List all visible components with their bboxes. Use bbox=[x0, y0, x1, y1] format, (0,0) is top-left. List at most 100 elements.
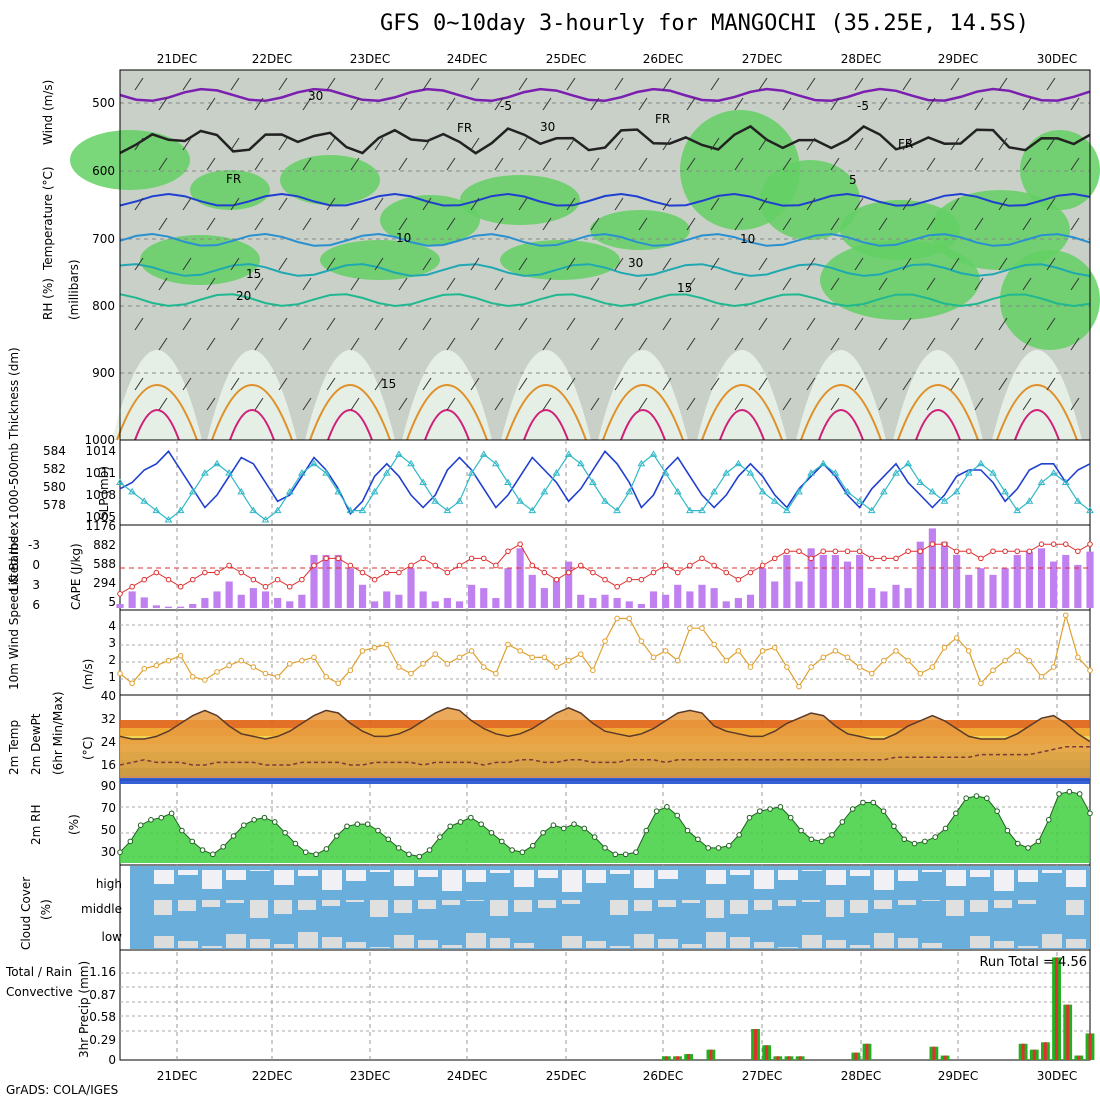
wind-barb bbox=[422, 317, 432, 331]
label-temperature: Temperature (°C) bbox=[41, 166, 55, 271]
cloud-low bbox=[874, 933, 894, 948]
rh_2m-point bbox=[849, 806, 856, 812]
lifted_index-point bbox=[493, 562, 499, 569]
lifted_index-point bbox=[650, 569, 657, 576]
thickness-point bbox=[1061, 478, 1070, 485]
wind-barb bbox=[422, 377, 432, 391]
rh_2m-point bbox=[653, 808, 660, 814]
cloud-low bbox=[202, 946, 222, 948]
wind_speed-point bbox=[626, 615, 633, 622]
cloud-middle bbox=[346, 900, 364, 902]
wind-barb bbox=[158, 157, 168, 171]
cape-bar bbox=[540, 588, 548, 608]
wind-barb bbox=[926, 157, 936, 171]
wind_speed-point bbox=[117, 670, 123, 677]
wind_speed-point bbox=[965, 648, 972, 654]
upper-air-panel bbox=[70, 70, 1100, 441]
wind-barb bbox=[230, 377, 240, 391]
label-temp-unit: (°C) bbox=[81, 736, 95, 760]
rh_2m-point bbox=[344, 823, 350, 830]
cape-bar bbox=[674, 584, 682, 608]
wind-barb bbox=[734, 277, 744, 291]
rh-tick: 30 bbox=[101, 845, 116, 859]
thickness-point bbox=[516, 497, 525, 504]
wind-barb bbox=[974, 337, 984, 351]
wind-barb bbox=[662, 77, 672, 91]
rh_2m-point bbox=[550, 822, 557, 829]
wind-barb bbox=[494, 157, 504, 171]
precip-bar-convective bbox=[776, 1056, 780, 1060]
isotherm-hot bbox=[620, 409, 666, 441]
wind-barb bbox=[734, 337, 744, 351]
rh_2m-point bbox=[426, 847, 433, 853]
wind_speed-point bbox=[784, 664, 790, 670]
wind-barb bbox=[422, 197, 432, 211]
slp-line bbox=[119, 450, 1091, 516]
cloud-high bbox=[658, 870, 678, 879]
cloud-middle bbox=[682, 900, 700, 903]
wind_speed-point bbox=[541, 654, 548, 661]
rh-contour-fill bbox=[280, 155, 380, 205]
lifted_index-point bbox=[250, 576, 257, 583]
wind_speed-point bbox=[202, 677, 208, 683]
thickness-point bbox=[297, 469, 306, 476]
cloud-middle bbox=[610, 900, 628, 915]
rh_2m-point bbox=[241, 822, 247, 829]
isotherm-warm bbox=[505, 384, 587, 441]
wind_speed-point bbox=[444, 661, 451, 667]
thickness-point bbox=[625, 487, 634, 495]
cloud-level-label: low bbox=[102, 930, 123, 944]
lifted_index-point bbox=[662, 562, 669, 569]
cloud-middle bbox=[658, 900, 676, 907]
lifted_index-point bbox=[796, 548, 802, 555]
rh_2m-point bbox=[199, 847, 206, 853]
lifted_index-panel bbox=[117, 541, 1093, 597]
wind-barb bbox=[134, 317, 144, 331]
wind-barb bbox=[326, 197, 336, 211]
cape-bar bbox=[164, 606, 173, 608]
wind-barb bbox=[278, 317, 288, 331]
wind_speed-point bbox=[408, 670, 414, 677]
cape-bar bbox=[249, 588, 257, 608]
cape-bar bbox=[1037, 548, 1046, 608]
lifted_index-point bbox=[456, 562, 463, 569]
cloud-high bbox=[250, 870, 270, 871]
wind_speed-point bbox=[371, 644, 378, 651]
wind-barb bbox=[206, 397, 216, 411]
wind_speed-point bbox=[917, 670, 924, 677]
wind-barb bbox=[278, 77, 288, 91]
wind-barb bbox=[638, 217, 648, 231]
wind-barb bbox=[254, 397, 264, 411]
isotherm-warm bbox=[996, 384, 1078, 441]
thickness-point bbox=[164, 516, 173, 523]
cloud-high bbox=[1066, 870, 1086, 887]
wind-barb bbox=[182, 137, 192, 151]
cloud-high bbox=[154, 870, 174, 884]
lifted_index-point bbox=[626, 576, 633, 583]
lifted_index-point bbox=[274, 576, 281, 583]
wind-barb bbox=[446, 157, 456, 171]
lifted_index-point bbox=[590, 569, 596, 576]
lifted_index-point bbox=[505, 548, 511, 555]
wind-barb bbox=[566, 257, 576, 271]
thickness-point bbox=[770, 497, 779, 504]
rh_2m-point bbox=[282, 829, 288, 836]
cape-bar bbox=[722, 601, 730, 608]
cape-bar bbox=[831, 554, 839, 608]
cloud-middle bbox=[298, 900, 316, 910]
isotherm-warm bbox=[602, 384, 684, 441]
cape-bar bbox=[371, 601, 379, 608]
cloud-high bbox=[610, 870, 630, 874]
thickness-point bbox=[892, 469, 900, 476]
cape-bar bbox=[358, 584, 367, 608]
lifted_index-point bbox=[941, 541, 948, 547]
wind-barb bbox=[470, 317, 480, 331]
cape-bar bbox=[577, 594, 585, 608]
pressure-tick: 800 bbox=[92, 299, 115, 313]
wind-barb bbox=[542, 277, 552, 291]
thickness-point bbox=[989, 469, 997, 476]
contour-label: 5 bbox=[849, 173, 857, 187]
rh_2m-point bbox=[220, 844, 226, 850]
thickness-point bbox=[746, 469, 755, 476]
wind_speed-point bbox=[808, 664, 814, 670]
